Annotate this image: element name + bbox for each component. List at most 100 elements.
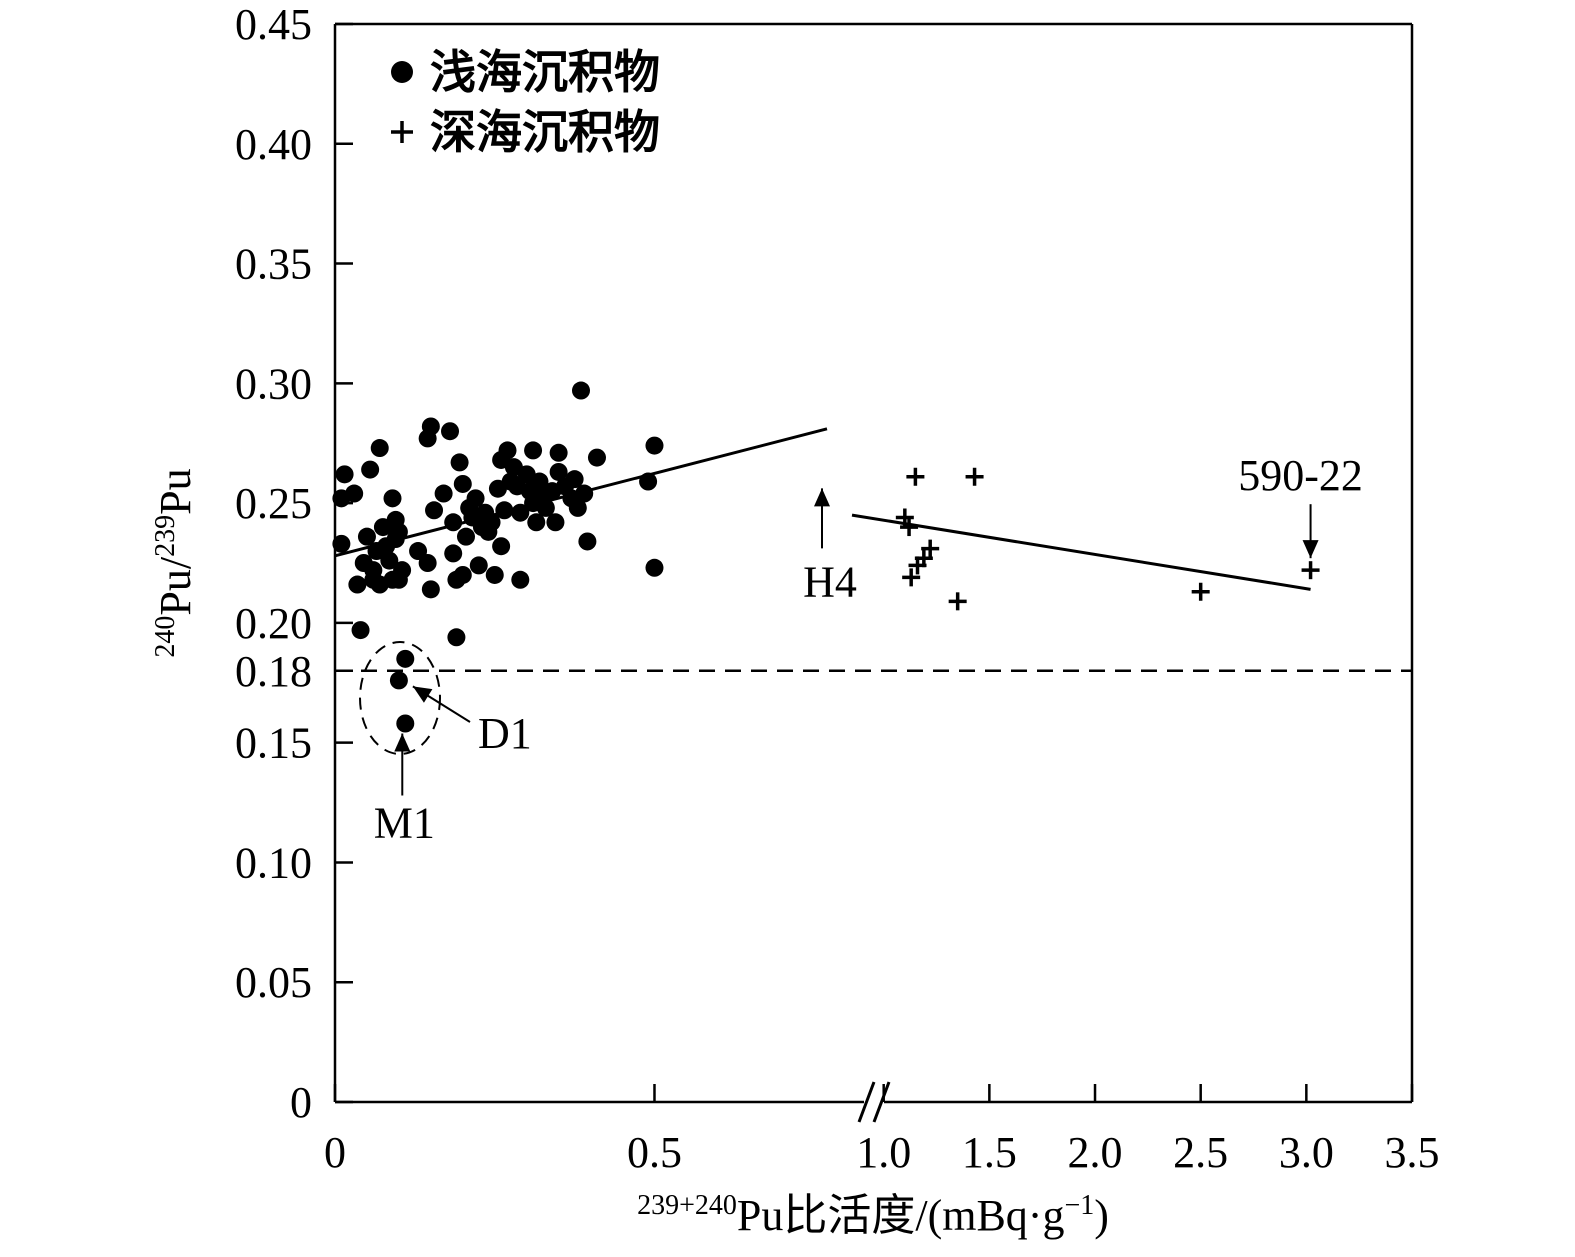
data-point-shallow — [466, 489, 485, 508]
x-tick-label: 2.0 — [1068, 1128, 1123, 1177]
data-point-shallow — [456, 527, 475, 546]
y-axis-title: 240Pu/239Pu — [150, 468, 200, 657]
legend-label: 深海沉积物 — [430, 107, 660, 158]
data-point-shallow — [389, 671, 408, 690]
data-point-shallow — [364, 561, 383, 580]
y-tick-label: 0.30 — [235, 359, 312, 408]
data-point-shallow — [444, 513, 463, 532]
data-point-deep — [1301, 561, 1320, 580]
data-point-shallow — [530, 472, 549, 491]
data-point-shallow — [418, 554, 437, 572]
data-point-deep — [948, 592, 967, 611]
data-point-shallow — [383, 489, 402, 508]
data-point-shallow — [421, 417, 440, 436]
data-point-shallow — [450, 453, 469, 472]
x-axis-title: 239+240Pu比活度/(mBq·g−1) — [637, 1190, 1109, 1240]
data-point-deep — [914, 549, 933, 568]
y-axis-title-sup2: 239 — [150, 515, 181, 557]
annotation-d1: D1 — [478, 709, 532, 758]
data-point-shallow — [396, 649, 415, 668]
data-point-shallow — [469, 556, 488, 575]
data-point-deep — [965, 467, 984, 486]
arrow-590-22 — [1302, 504, 1319, 559]
x-tick-label: 0 — [324, 1128, 346, 1177]
data-point-shallow — [434, 484, 453, 503]
data-point-deep — [921, 539, 940, 558]
data-point-shallow — [453, 474, 472, 493]
data-point-shallow — [568, 498, 587, 517]
data-point-shallow — [409, 542, 428, 561]
data-point-deep — [900, 518, 919, 537]
data-point-shallow — [444, 544, 463, 563]
data-point-shallow — [536, 498, 555, 517]
data-point-deep — [902, 568, 921, 587]
data-point-shallow — [332, 534, 351, 553]
y-tick-label: 0.45 — [235, 0, 312, 49]
data-point-shallow — [565, 470, 584, 489]
data-point-shallow — [492, 537, 511, 556]
data-point-shallow — [393, 561, 412, 580]
data-point-shallow — [357, 527, 376, 546]
annotation-h4: H4 — [803, 557, 857, 606]
data-point-shallow — [447, 628, 466, 647]
data-point-shallow — [511, 503, 530, 522]
x-axis-title-exp: −1 — [1064, 1190, 1094, 1221]
annotation-m1: M1 — [374, 799, 435, 848]
data-point-shallow — [361, 460, 380, 479]
x-tick-label: 1.0 — [856, 1128, 911, 1177]
axis-break-mark-2 — [872, 1081, 891, 1123]
arrow-head — [1302, 540, 1319, 559]
y-tick-label: 0.15 — [235, 719, 312, 768]
data-point-shallow — [495, 501, 514, 520]
data-point-shallow — [587, 448, 606, 467]
data-point-shallow — [441, 422, 460, 441]
x-tick-label: 2.5 — [1173, 1128, 1228, 1177]
data-point-shallow — [421, 580, 440, 599]
data-point-shallow — [549, 462, 568, 481]
data-point-shallow — [335, 465, 354, 484]
data-point-shallow — [498, 441, 517, 460]
x-tick-label: 3.0 — [1279, 1128, 1334, 1177]
legend-label: 浅海沉积物 — [430, 47, 660, 98]
arrow-m1 — [394, 733, 411, 796]
axis-break-mark-1 — [857, 1081, 876, 1123]
data-point-shallow — [645, 558, 664, 577]
data-point-deep — [895, 508, 914, 527]
data-point-shallow — [527, 513, 546, 532]
y-tick-label: 0.35 — [235, 240, 312, 289]
y-axis-title-sup1: 240 — [150, 616, 181, 658]
y-tick-label: 0.18 — [235, 647, 312, 696]
data-point-shallow — [425, 501, 444, 520]
data-point-shallow — [524, 441, 543, 460]
data-point-shallow — [575, 484, 594, 503]
data-point-shallow — [380, 551, 399, 570]
data-point-deep — [906, 467, 925, 486]
annotation-590-22: 590-22 — [1238, 451, 1363, 500]
y-axis-title-base2: Pu — [151, 468, 200, 514]
legend-marker-deep — [391, 121, 413, 143]
arrow-head — [412, 686, 433, 703]
data-point-shallow — [485, 565, 504, 584]
data-point-shallow — [572, 381, 590, 400]
data-point-shallow — [578, 532, 597, 551]
data-point-shallow — [549, 443, 568, 462]
data-point-shallow — [546, 513, 565, 532]
arrow-head — [814, 488, 830, 507]
x-axis-title-sup: 239+240 — [637, 1190, 737, 1221]
y-tick-label: 0.05 — [235, 958, 312, 1007]
legend-marker-shallow — [391, 61, 413, 83]
y-tick-label: 0.10 — [235, 838, 312, 887]
x-axis-title-text: Pu比活度/(mBq·g — [737, 1191, 1065, 1240]
x-tick-label: 0.5 — [627, 1128, 682, 1177]
data-point-shallow — [645, 436, 664, 455]
y-axis-title-base1: Pu/ — [151, 556, 200, 615]
y-tick-label: 0.25 — [235, 479, 312, 528]
cluster-circle — [359, 641, 441, 755]
y-tick-label: 0.40 — [235, 120, 312, 169]
y-tick-label: 0.20 — [235, 599, 312, 648]
data-point-shallow — [351, 621, 370, 640]
x-tick-label: 3.5 — [1385, 1128, 1440, 1177]
arrow-d1 — [412, 685, 471, 723]
data-point-deep — [1191, 582, 1210, 601]
